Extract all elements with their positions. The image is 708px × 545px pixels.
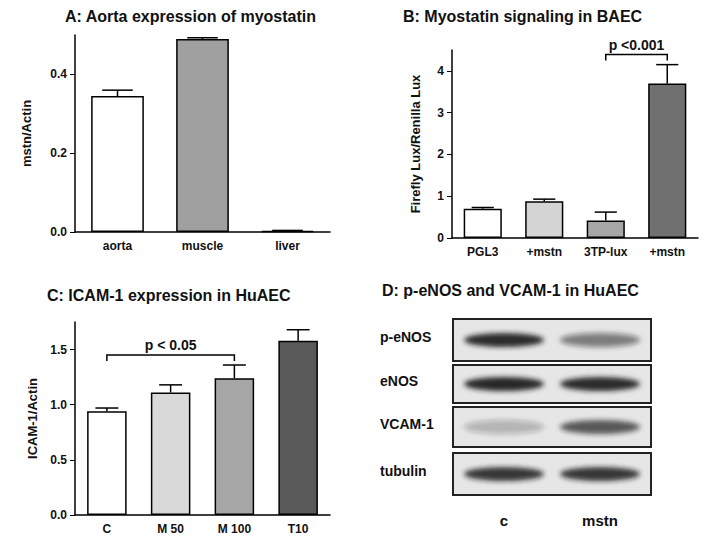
html-text:tubulin: tubulin (380, 463, 427, 479)
svg-text:M 50: M 50 (157, 522, 184, 536)
svg-text:0.0: 0.0 (50, 508, 67, 522)
svg-text:mstn/Actin: mstn/Actin (19, 100, 34, 167)
svg-text:3TP-lux: 3TP-lux (584, 245, 628, 259)
svg-text:p <0.001: p <0.001 (609, 37, 665, 53)
svg-text:aorta: aorta (103, 239, 133, 253)
svg-text:3: 3 (437, 106, 444, 120)
html-text:c: c (499, 512, 509, 529)
svg-text:ICAM-1/Actin: ICAM-1/Actin (25, 378, 40, 459)
svg-text:+mstn: +mstn (526, 245, 562, 259)
svg-text:1.0: 1.0 (50, 398, 67, 412)
html-text:VCAM-1: VCAM-1 (380, 416, 434, 432)
svg-text:muscle: muscle (182, 239, 224, 253)
svg-text:2: 2 (437, 147, 444, 161)
svg-text:T10: T10 (288, 522, 309, 536)
svg-text:+mstn: +mstn (649, 245, 685, 259)
html-text:eNOS: eNOS (380, 373, 419, 389)
svg-text:liver: liver (275, 239, 300, 253)
svg-text:B: Myostatin signaling in BAEC: B: Myostatin signaling in BAEC (403, 8, 643, 25)
svg-text:p < 0.05: p < 0.05 (145, 337, 197, 353)
svg-text:C: ICAM-1 expression in HuAEC: C: ICAM-1 expression in HuAEC (47, 287, 291, 304)
svg-text:A: Aorta expression of myostat: A: Aorta expression of myostatin (65, 8, 316, 25)
svg-text:1.5: 1.5 (50, 343, 67, 357)
svg-text:0.4: 0.4 (50, 67, 67, 81)
svg-text:0.2: 0.2 (50, 146, 67, 160)
svg-text:4: 4 (437, 64, 444, 78)
svg-text:0.0: 0.0 (50, 225, 67, 239)
svg-text:0.5: 0.5 (50, 453, 67, 467)
html-text:mstn: mstn (582, 512, 618, 529)
svg-text:C: C (103, 522, 112, 536)
svg-text:0: 0 (437, 231, 444, 245)
svg-text:M 100: M 100 (218, 522, 252, 536)
html-text:p-eNOS: p-eNOS (380, 329, 432, 345)
svg-text:PGL3: PGL3 (467, 245, 499, 259)
svg-text:1: 1 (437, 189, 444, 203)
html-text:D: p-eNOS and VCAM-1 in HuAEC: D: p-eNOS and VCAM-1 in HuAEC (382, 282, 639, 299)
svg-text:Firefly Lux/Renilla Lux: Firefly Lux/Renilla Lux (408, 74, 423, 213)
